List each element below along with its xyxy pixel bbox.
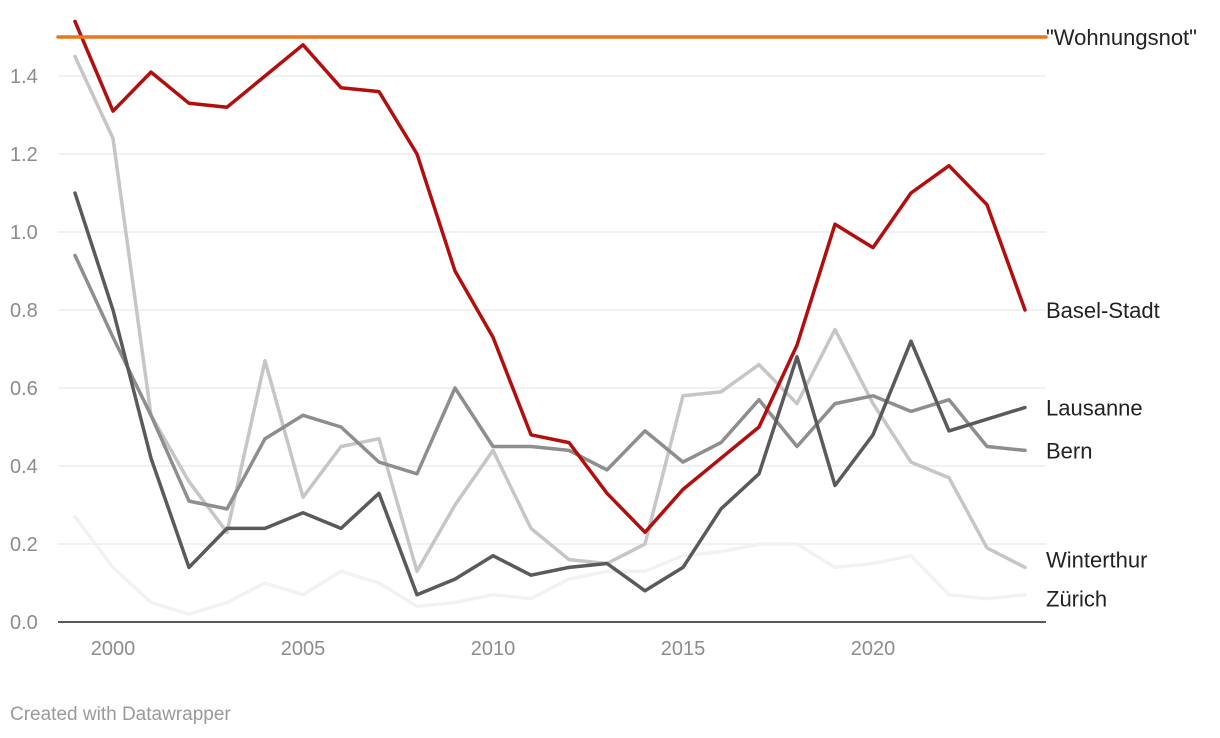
- credit-text: Created with Datawrapper: [10, 704, 231, 725]
- y-tick-label: 0.2: [10, 534, 38, 556]
- x-tick-label: 2020: [851, 638, 896, 660]
- series-lines: [56, 19, 1048, 616]
- y-tick-label: 1.0: [10, 222, 38, 244]
- series-line-bern: [73, 253, 1027, 511]
- y-tick-label: 0.6: [10, 378, 38, 400]
- series-label-wohnungsnot: "Wohnungsnot": [1046, 25, 1197, 50]
- grid-layer: 0.0 0.2 0.4 0.6 0.8 1.0 1.2 1.4 2000 2005 2010 2015…: [10, 66, 1046, 660]
- y-tick-label: 0.8: [10, 300, 38, 322]
- y-tick-label: 0.4: [10, 456, 38, 478]
- y-tick-label: 0.0: [10, 612, 38, 634]
- series-line-winterthur: [73, 54, 1027, 574]
- series-label-bern: Bern: [1046, 438, 1092, 463]
- series-label-winterthur: Winterthur: [1046, 548, 1147, 573]
- x-tick-label: 2010: [471, 638, 516, 660]
- y-tick-label: 1.2: [10, 144, 38, 166]
- chart-svg: 0.0 0.2 0.4 0.6 0.8 1.0 1.2 1.4 2000 2005 2010 2015…: [10, 19, 1197, 660]
- series-label-lausanne: Lausanne: [1046, 396, 1143, 421]
- series-line-lausanne: [73, 191, 1027, 597]
- x-tick-label: 2005: [281, 638, 326, 660]
- series-line-zürich: [73, 514, 1027, 616]
- x-tick-label: 2000: [91, 638, 136, 660]
- series-label-zürich: Zürich: [1046, 587, 1107, 612]
- x-tick-label: 2015: [661, 638, 706, 660]
- series-label-basel-stadt: Basel-Stadt: [1046, 298, 1160, 323]
- series-labels: Zürich Winterthur Bern Lausanne Basel-Stadt "…: [1046, 25, 1197, 612]
- y-tick-label: 1.4: [10, 66, 38, 88]
- series-line-basel-stadt: [73, 19, 1027, 535]
